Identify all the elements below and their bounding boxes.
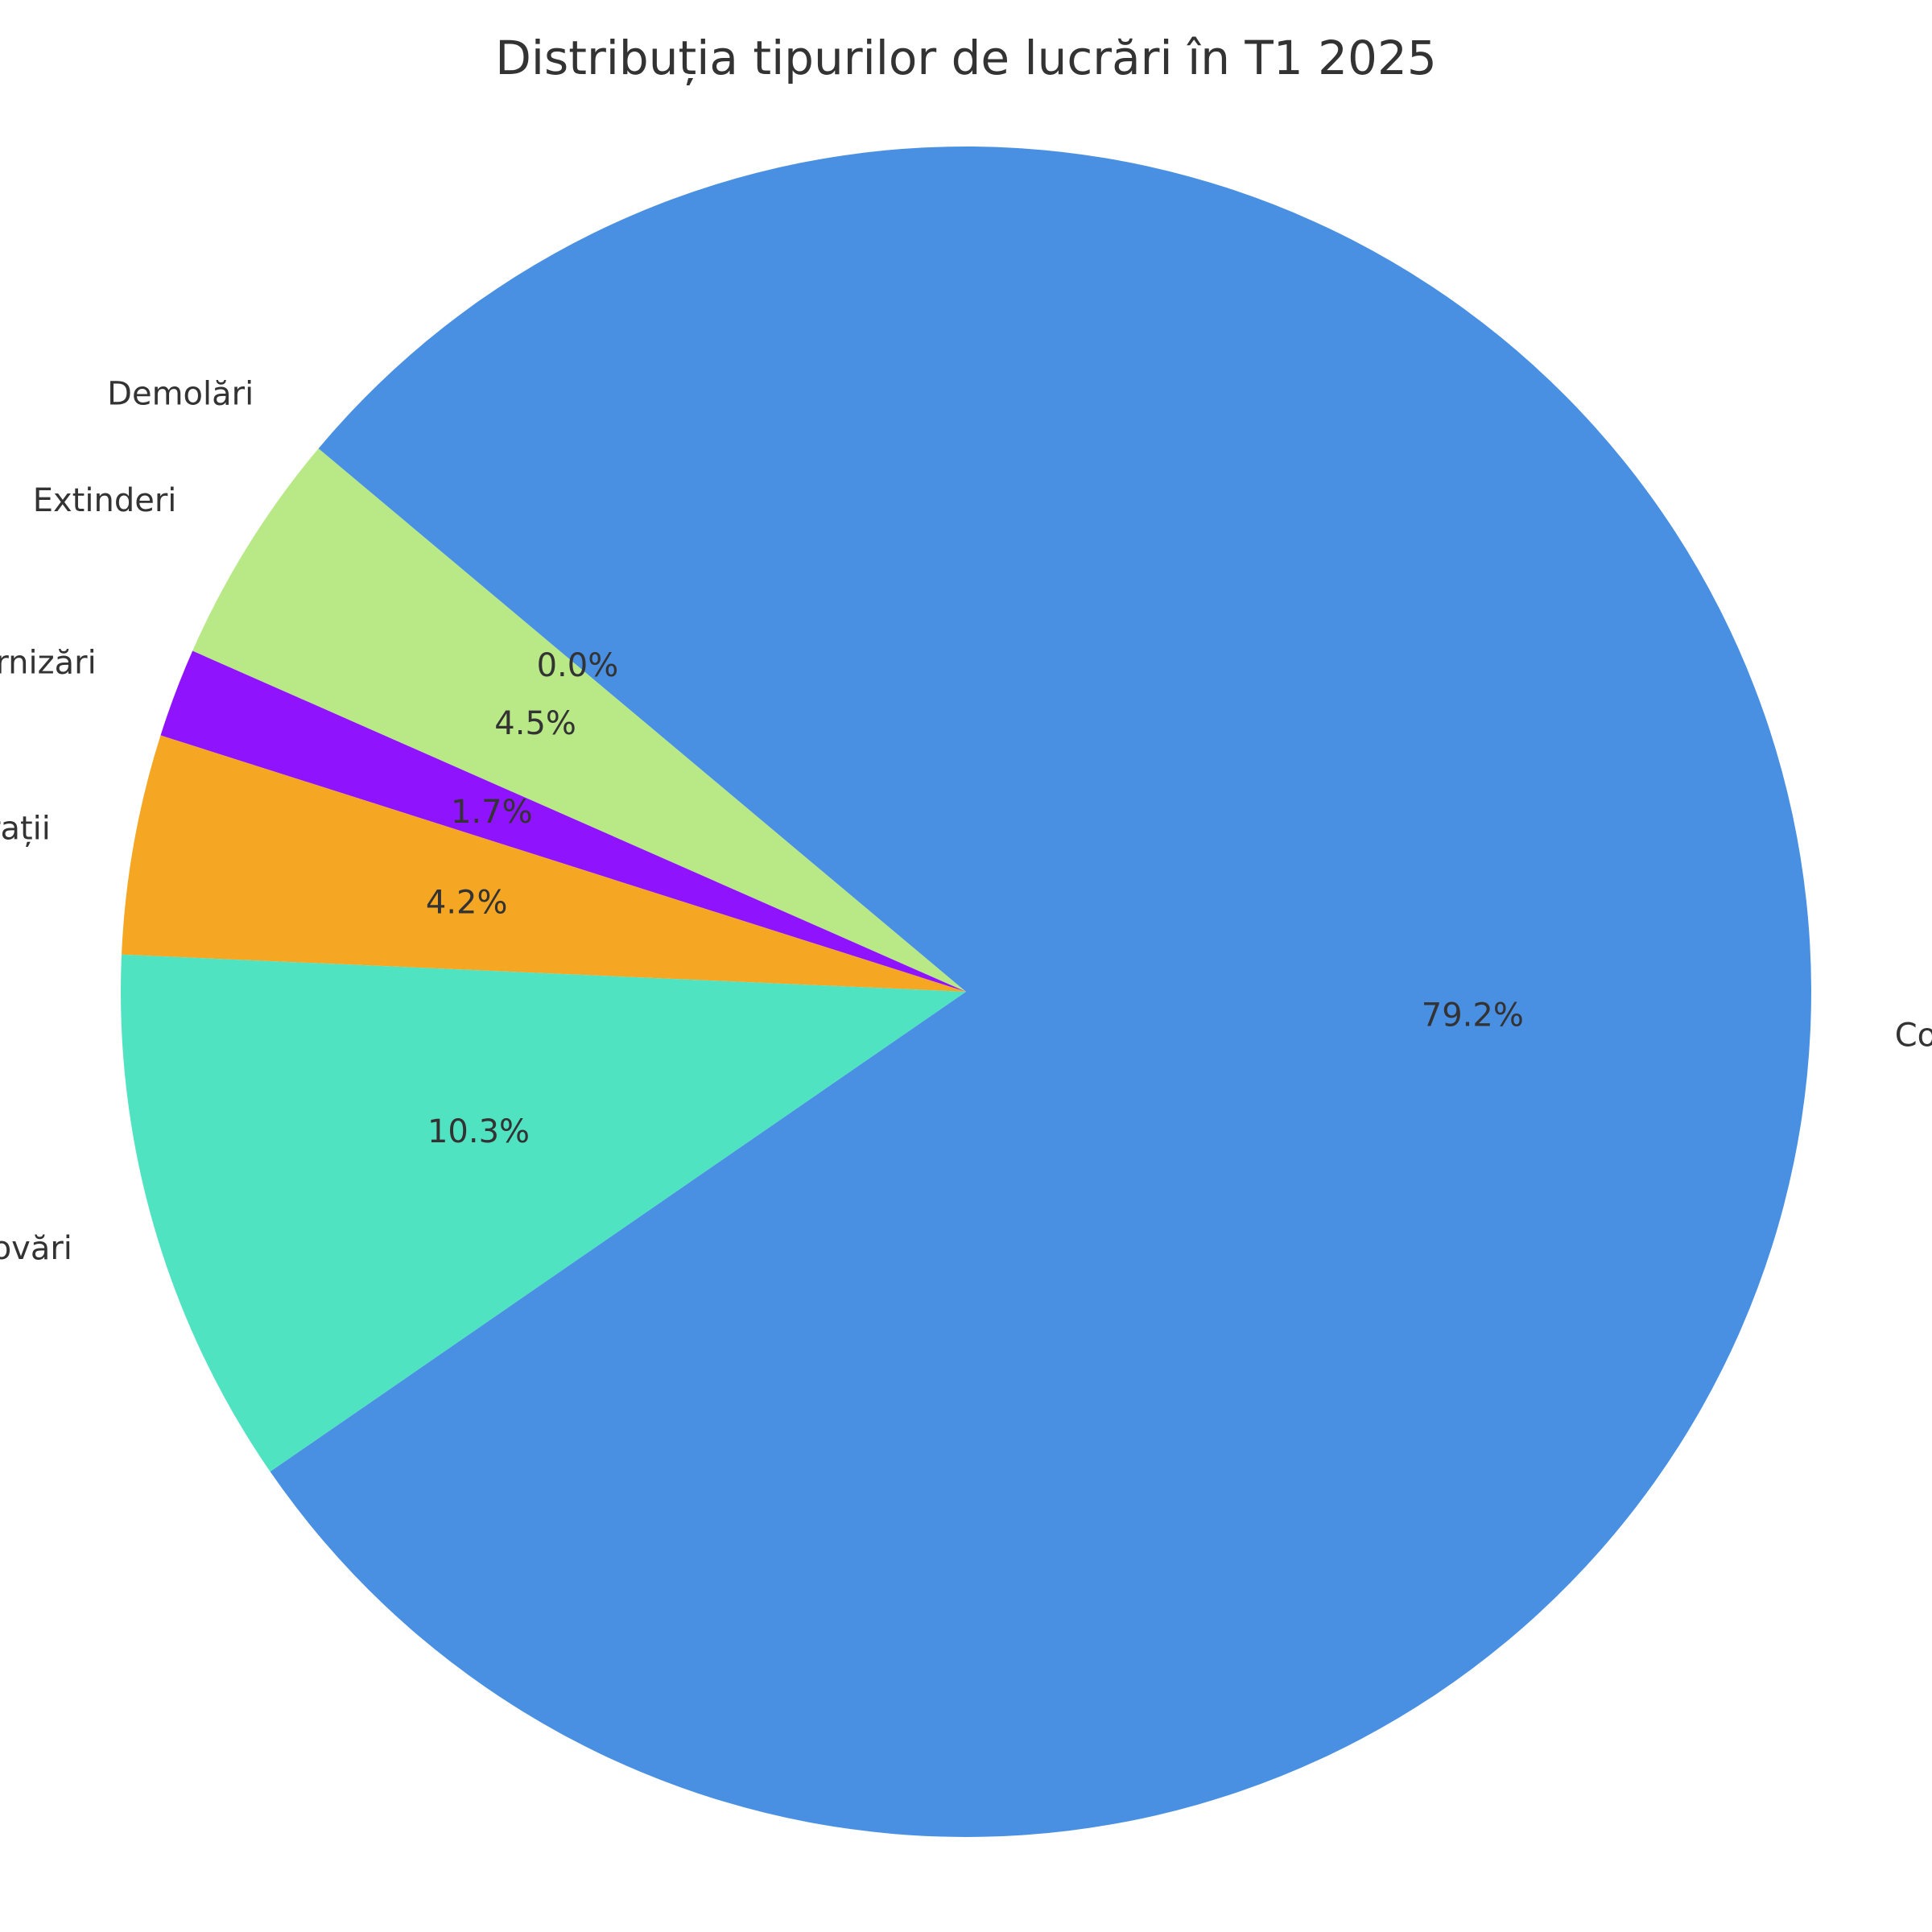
pie-slice-renovari: [121, 954, 966, 1472]
slice-percent-reparatii: 4.2%: [426, 885, 508, 922]
pie-slice-modernizari: [160, 650, 967, 992]
slice-percent-renovari: 10.3%: [427, 1113, 530, 1150]
slices-layer: [121, 146, 1811, 1837]
slice-percent-modernizari: 1.7%: [451, 794, 533, 831]
pie-slice-extinderi: [192, 448, 967, 992]
pie-slice-constructii-noi: [270, 146, 1811, 1837]
slice-label-renovari: Renovări: [0, 1230, 72, 1267]
slice-percent-extinderi: 4.5%: [494, 705, 576, 742]
slice-label-demolari: Demolări: [107, 376, 254, 413]
slice-label-reparatii: Reparații: [0, 811, 51, 848]
slice-label-extinderi: Extinderi: [33, 482, 177, 519]
slice-percent-demolari: 0.0%: [537, 647, 619, 684]
pie-slice-reparatii: [122, 735, 966, 992]
chart-title: Distribuția tipurilor de lucrări în T1 2…: [495, 31, 1437, 85]
slice-label-modernizari: Modernizări: [0, 644, 97, 681]
slice-percent-constructii-noi: 79.2%: [1422, 997, 1524, 1034]
slice-label-constructii-noi: Construcții noi: [1895, 1018, 1932, 1055]
labels-layer: Demolări 0.0% Extinderi 4.5% Modernizări 1.7%…: [0, 376, 1932, 1267]
